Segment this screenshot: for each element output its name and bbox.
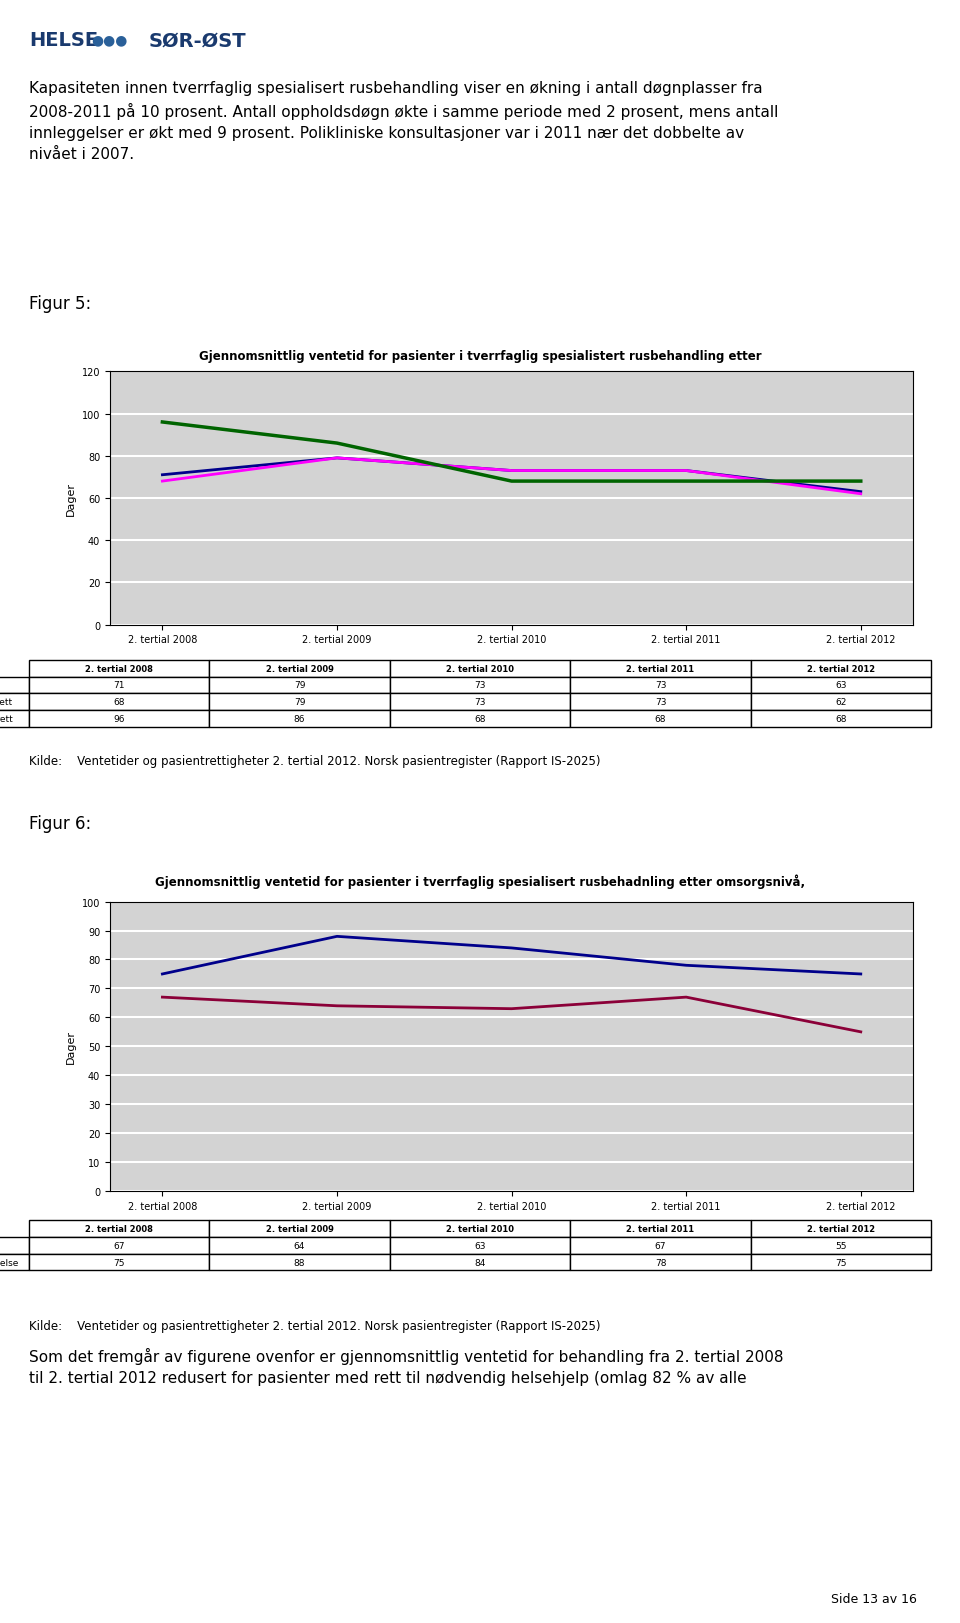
- Text: Gjennomsnittlig ventetid for pasienter i tverrfaglig spesialisert rusbehadnling : Gjennomsnittlig ventetid for pasienter i…: [155, 873, 805, 888]
- Text: HELSE: HELSE: [29, 31, 98, 50]
- Text: ●●●: ●●●: [91, 34, 128, 47]
- Text: SØR-ØST: SØR-ØST: [149, 31, 247, 50]
- Text: Kilde:    Ventetider og pasientrettigheter 2. tertial 2012. Norsk pasientregiste: Kilde: Ventetider og pasientrettigheter …: [29, 755, 600, 768]
- Y-axis label: Dager: Dager: [66, 1029, 77, 1063]
- Text: Gjennomsnittlig ventetid for pasienter i tverrfaglig spesialistert rusbehandling: Gjennomsnittlig ventetid for pasienter i…: [199, 351, 761, 364]
- Text: Som det fremgår av figurene ovenfor er gjennomsnittlig ventetid for behandling f: Som det fremgår av figurene ovenfor er g…: [29, 1347, 783, 1384]
- Text: 2. tertial 2008-2. tertial 2012.: 2. tertial 2008-2. tertial 2012.: [380, 906, 580, 919]
- Y-axis label: Dager: Dager: [66, 482, 76, 516]
- Text: Figur 5:: Figur 5:: [29, 295, 91, 313]
- Text: Figur 6:: Figur 6:: [29, 815, 91, 833]
- Text: rettighetstildeling og totalt, 2. tertial 2008-2. tertial 2012: rettighetstildeling og totalt, 2. tertia…: [287, 378, 673, 391]
- Text: Side 13 av 16: Side 13 av 16: [830, 1592, 917, 1605]
- Text: Kilde:    Ventetider og pasientrettigheter 2. tertial 2012. Norsk pasientregiste: Kilde: Ventetider og pasientrettigheter …: [29, 1319, 600, 1332]
- Text: Kapasiteten innen tverrfaglig spesialisert rusbehandling viser en økning i antal: Kapasiteten innen tverrfaglig spesialise…: [29, 81, 779, 162]
